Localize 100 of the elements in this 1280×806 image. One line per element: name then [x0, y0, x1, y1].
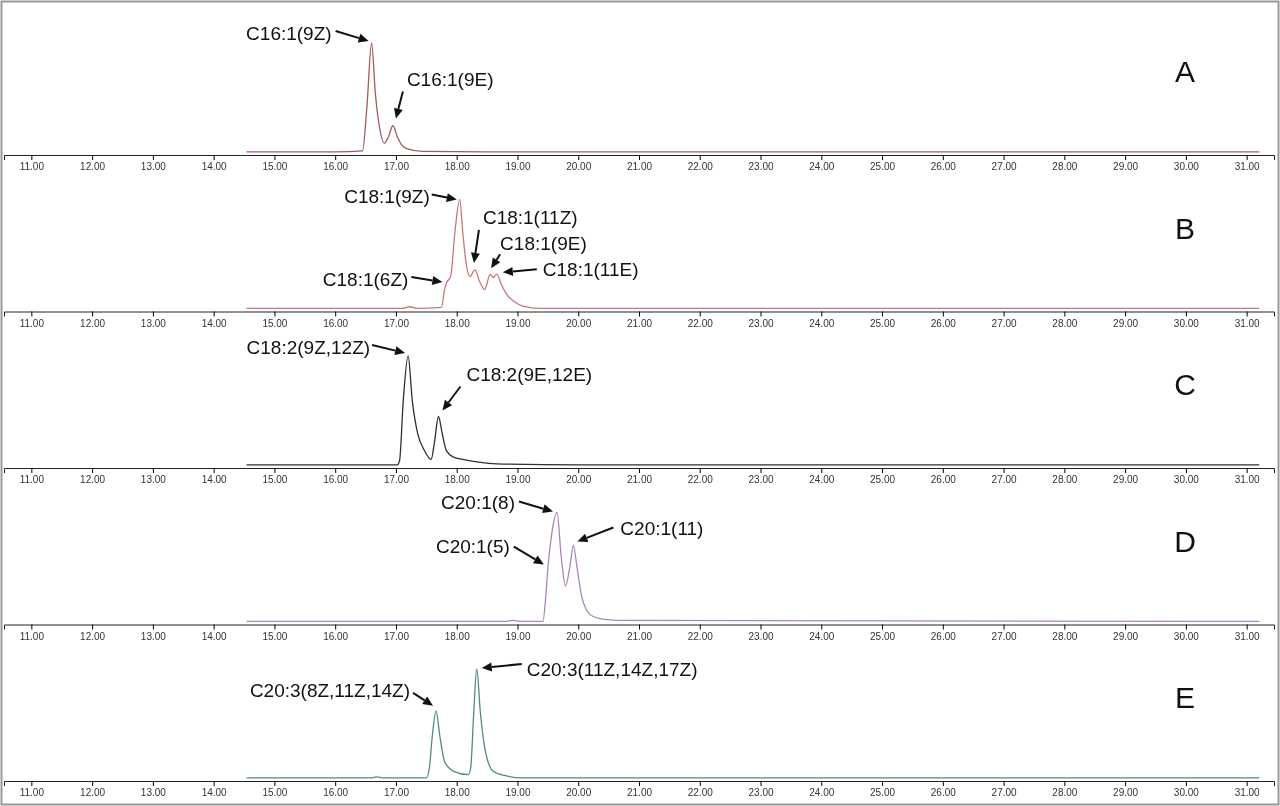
x-tick-label: 30.00	[1173, 474, 1200, 486]
annotation: C16:1(9Z)	[246, 23, 332, 44]
x-tick-label: 21.00	[626, 787, 653, 799]
x-tick-label: 11.00	[19, 787, 45, 799]
x-tick-label: 24.00	[809, 317, 835, 329]
x-tick-label: 18.00	[444, 317, 471, 329]
x-tick-label: 15.00	[262, 317, 288, 329]
x-tick-label: 23.00	[748, 630, 774, 642]
x-tick-label: 11.00	[19, 474, 45, 486]
x-tick-label: 19.00	[505, 317, 531, 329]
x-tick-label: 18.00	[444, 630, 471, 642]
x-tick-label: 15.00	[262, 474, 288, 486]
annotation: D	[1174, 524, 1196, 558]
annotation: C18:2(9Z,12Z)	[246, 337, 371, 358]
annotation: C	[1174, 368, 1196, 401]
x-tick-label: 22.00	[687, 317, 714, 329]
x-tick-label: 20.00	[566, 630, 592, 642]
x-tick-label: 20.00	[566, 161, 592, 173]
x-tick-label: 22.00	[687, 787, 714, 799]
x-tick-label: 16.00	[323, 161, 349, 173]
x-tick-label: 19.00	[505, 474, 531, 486]
x-tick-label: 11.00	[19, 630, 45, 642]
x-tick-label: 14.00	[201, 787, 228, 799]
annotation: C20:1(5)	[435, 535, 510, 557]
x-tick-label: 26.00	[930, 787, 957, 799]
x-tick-label: 17.00	[383, 474, 410, 486]
x-tick-label: 13.00	[140, 474, 167, 486]
x-tick-label: 22.00	[687, 474, 714, 486]
x-tick-label: 17.00	[383, 317, 410, 329]
x-tick-label: 16.00	[323, 787, 349, 799]
x-tick-label: 27.00	[991, 317, 1018, 329]
x-tick-label: 16.00	[323, 474, 349, 486]
x-tick-label: 27.00	[991, 787, 1018, 799]
x-tick-label: 31.00	[1234, 787, 1261, 799]
annotation: C18:1(6Z)	[322, 269, 409, 291]
annotation: C18:1(11Z)	[482, 206, 578, 228]
x-tick-label: 21.00	[626, 474, 653, 486]
x-tick-label: 12.00	[80, 787, 106, 799]
x-tick-label: 11.00	[19, 317, 45, 329]
x-tick-label: 19.00	[505, 630, 531, 642]
x-tick-label: 30.00	[1173, 787, 1200, 799]
x-tick-label: 28.00	[1052, 630, 1078, 642]
x-tick-label: 12.00	[80, 317, 106, 329]
x-tick-label: 31.00	[1234, 317, 1261, 329]
x-tick-label: 20.00	[566, 787, 592, 799]
x-tick-label: 14.00	[201, 161, 228, 173]
x-tick-label: 25.00	[870, 630, 896, 642]
x-tick-label: 15.00	[262, 161, 288, 173]
x-tick-label: 15.00	[262, 787, 288, 799]
x-tick-label: 27.00	[991, 630, 1018, 642]
x-tick-label: 24.00	[809, 474, 835, 486]
x-tick-label: 30.00	[1173, 161, 1200, 173]
x-tick-label: 25.00	[870, 317, 896, 329]
x-tick-label: 20.00	[566, 317, 592, 329]
x-tick-label: 29.00	[1113, 317, 1139, 329]
x-tick-label: 28.00	[1052, 787, 1078, 799]
x-tick-label: 29.00	[1113, 161, 1139, 173]
x-tick-label: 30.00	[1173, 630, 1200, 642]
x-tick-label: 14.00	[201, 630, 228, 642]
x-tick-label: 17.00	[383, 787, 410, 799]
x-tick-label: 14.00	[201, 474, 228, 486]
x-tick-label: 29.00	[1113, 630, 1139, 642]
x-tick-label: 19.00	[505, 787, 531, 799]
x-tick-label: 24.00	[809, 161, 835, 173]
x-tick-label: 27.00	[991, 474, 1018, 486]
x-tick-label: 26.00	[930, 317, 957, 329]
x-tick-label: 25.00	[870, 787, 896, 799]
x-tick-label: 16.00	[323, 317, 349, 329]
annotation: C20:1(8)	[441, 491, 515, 513]
x-tick-label: 24.00	[809, 787, 835, 799]
x-tick-label: 28.00	[1052, 161, 1078, 173]
x-tick-label: 18.00	[444, 787, 471, 799]
x-tick-label: 25.00	[870, 161, 896, 173]
x-tick-label: 12.00	[80, 474, 106, 486]
x-tick-label: 15.00	[262, 630, 288, 642]
x-tick-label: 21.00	[626, 161, 653, 173]
annotation: C20:3(11Z,14Z,17Z)	[526, 659, 698, 680]
x-tick-label: 26.00	[930, 161, 957, 173]
annotation: A	[1174, 55, 1196, 88]
x-tick-label: 31.00	[1234, 474, 1261, 486]
x-tick-label: 11.00	[19, 161, 45, 173]
x-tick-label: 30.00	[1173, 317, 1200, 329]
annotation: C16:1(9E)	[406, 68, 494, 90]
x-tick-label: 23.00	[748, 317, 774, 329]
x-tick-label: 13.00	[140, 161, 167, 173]
x-tick-label: 27.00	[991, 161, 1018, 173]
x-tick-label: 26.00	[930, 630, 957, 642]
x-tick-label: 21.00	[626, 317, 653, 329]
x-tick-label: 31.00	[1234, 630, 1261, 642]
annotation: C18:2(9E,12E)	[466, 363, 593, 385]
x-tick-label: 24.00	[809, 630, 835, 642]
x-tick-label: 23.00	[748, 787, 774, 799]
x-tick-label: 17.00	[383, 630, 410, 642]
x-tick-label: 12.00	[80, 630, 106, 642]
annotation: C20:3(8Z,11Z,14Z)	[249, 679, 411, 701]
x-tick-label: 18.00	[444, 474, 471, 486]
annotation: C18:1(9E)	[500, 233, 587, 255]
x-tick-label: 29.00	[1113, 787, 1139, 799]
x-tick-label: 20.00	[566, 474, 592, 486]
x-tick-label: 13.00	[140, 787, 167, 799]
